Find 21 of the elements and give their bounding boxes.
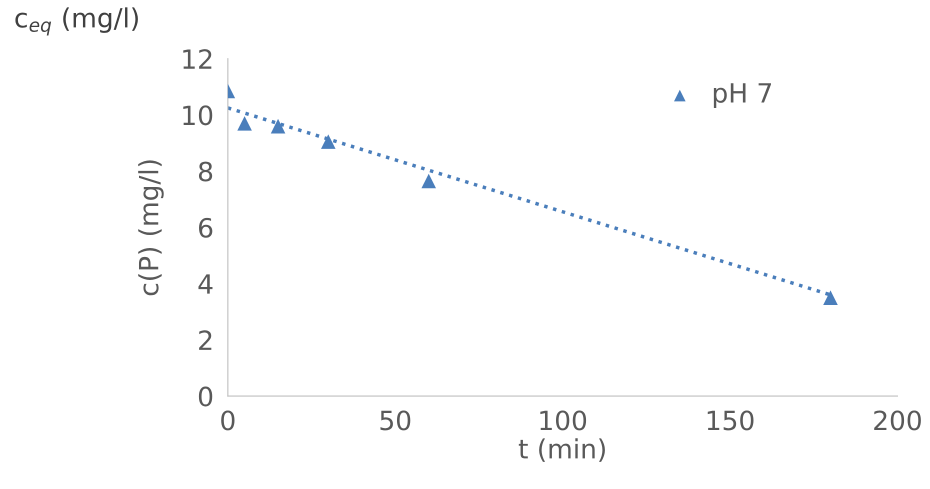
y-tick-label: 2 [199,330,212,350]
point [270,118,286,134]
y-tick-label: 0 [198,386,212,406]
x-axis-title: t (min) [518,438,605,462]
y-tick-label: 12 [183,49,212,69]
point [237,116,252,131]
point [421,174,436,188]
x-tick-label: 100 [540,410,586,430]
y-tick-label: 6 [199,218,212,238]
legend-label: pH 7 [714,83,771,108]
x-tick-label: 200 [874,410,921,430]
x-tick-label: 50 [380,410,410,430]
text: c$_{eq}$ (mg/l) [15,7,138,36]
point [321,134,336,149]
x-tick-label: 150 [708,410,754,430]
y-tick-label: 8 [198,162,212,182]
x-tick-label: 0 [221,410,234,430]
y-tick-label: 10 [183,105,212,126]
y-tick-label: 4 [198,274,212,294]
y-axis-title: c(P) (mg/l) [138,160,164,296]
point [823,290,838,305]
